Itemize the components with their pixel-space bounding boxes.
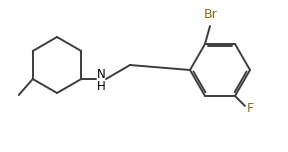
Text: Br: Br xyxy=(204,8,218,21)
Text: F: F xyxy=(247,102,254,116)
Text: N
H: N H xyxy=(97,67,105,93)
